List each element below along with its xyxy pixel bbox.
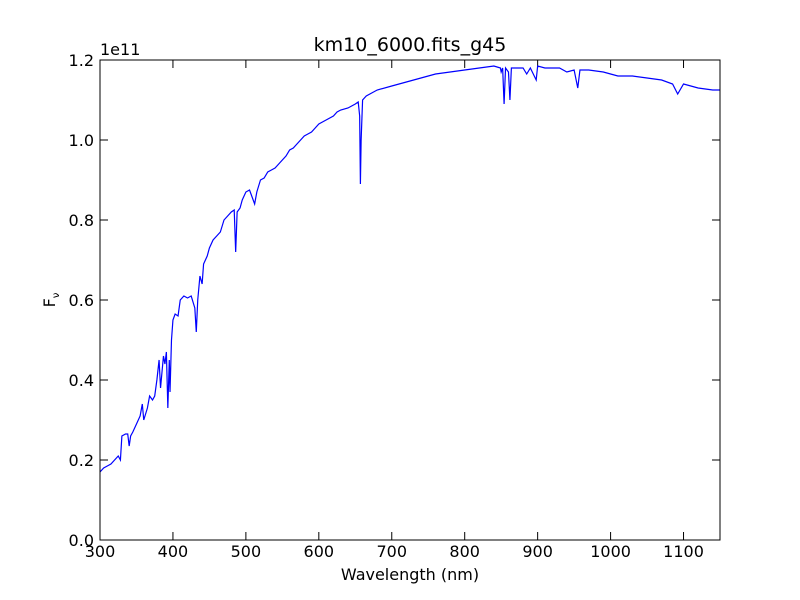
x-tick-label: 900 xyxy=(522,542,553,561)
y-axis-label-sub: ν xyxy=(51,292,62,298)
y-axis-label-main: F xyxy=(40,298,59,307)
y-tick-label: 0.4 xyxy=(69,371,94,390)
plot-frame xyxy=(99,59,721,541)
y-tick-label: 0.6 xyxy=(69,291,94,310)
y-tick-label: 0.0 xyxy=(69,531,94,550)
spectrum-line xyxy=(99,65,720,473)
x-tick-label: 1000 xyxy=(590,542,631,561)
x-tick-label: 600 xyxy=(304,542,335,561)
x-axis-label: Wavelength (nm) xyxy=(341,565,479,584)
x-tick-label: 800 xyxy=(449,542,480,561)
y-tick-label: 1.2 xyxy=(69,51,94,70)
x-tick-label: 500 xyxy=(231,542,262,561)
x-tick-label: 300 xyxy=(85,542,116,561)
x-tick-label: 400 xyxy=(158,542,189,561)
x-tick-label: 1100 xyxy=(663,542,704,561)
chart-title: km10_6000.fits_g45 xyxy=(314,34,507,56)
y-axis-label: Fν xyxy=(40,292,62,307)
offset-label: 1e11 xyxy=(100,40,140,59)
y-tick-label: 1.0 xyxy=(69,131,94,150)
y-tick-label: 0.2 xyxy=(69,451,94,470)
x-tick-label: 700 xyxy=(376,542,407,561)
y-tick-label: 0.8 xyxy=(69,211,94,230)
